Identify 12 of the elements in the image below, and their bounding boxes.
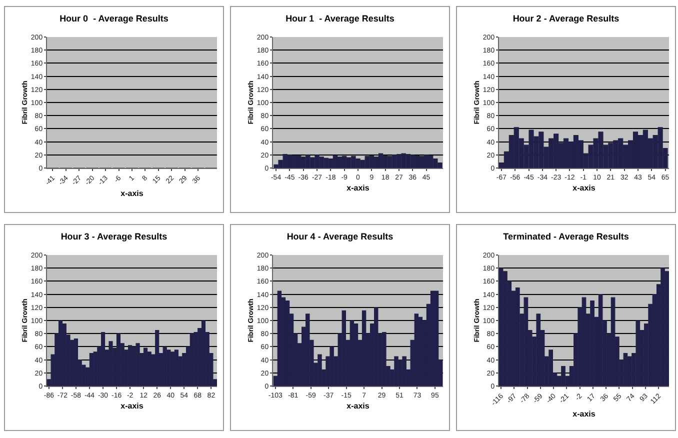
x-axis-title: x-axis	[572, 184, 596, 192]
chart-title: Hour 4 - Average Results	[286, 232, 394, 242]
x-axis-title: x-axis	[120, 402, 144, 410]
chart-title: Hour 1 - Average Results	[286, 14, 394, 24]
x-axis-title: x-axis	[346, 184, 370, 192]
x-axis-title: x-axis	[346, 402, 370, 410]
chart-title: Hour 3 - Average Results	[60, 232, 168, 242]
x-axis-title: x-axis	[120, 189, 144, 198]
chart-title: Hour 0 - Average Results	[60, 14, 168, 24]
chart-title: Terminated - Average Results	[503, 232, 629, 242]
chart-title: Hour 2 - Average Results	[512, 14, 620, 24]
x-axis-title: x-axis	[572, 409, 596, 418]
